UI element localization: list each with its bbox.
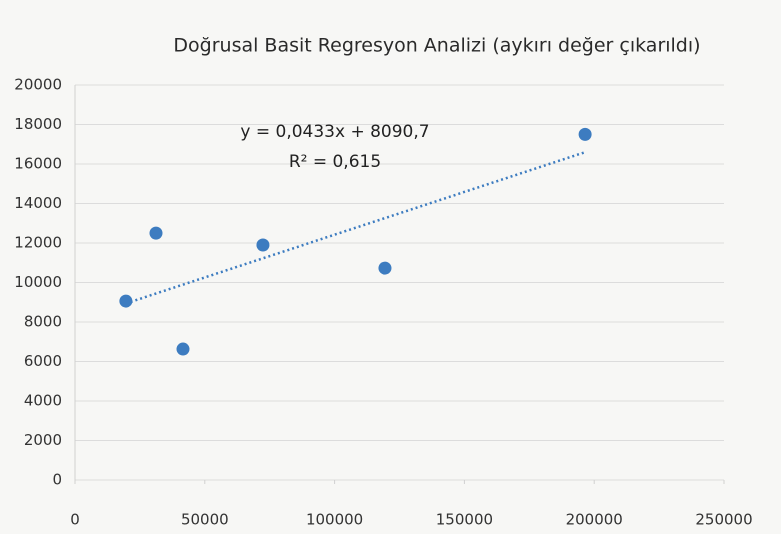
- y-tick-label: 0: [52, 471, 62, 489]
- x-tick-label: 150000: [436, 511, 493, 529]
- point: [119, 294, 133, 308]
- point: [578, 127, 592, 141]
- x-tick-label: 200000: [566, 511, 623, 529]
- y-tick-label: 6000: [24, 352, 62, 370]
- trendline-r2: R² = 0,615: [289, 152, 381, 172]
- y-tick-label: 4000: [24, 392, 62, 410]
- y-tick-label: 18000: [14, 115, 62, 133]
- y-tick-label: 8000: [24, 313, 62, 331]
- y-tick-label: 2000: [24, 431, 62, 449]
- y-tick-label: 16000: [14, 155, 62, 173]
- x-tick-label: 100000: [306, 511, 363, 529]
- y-tick-label: 10000: [14, 273, 62, 291]
- y-tick-label: 12000: [14, 234, 62, 252]
- point: [149, 226, 163, 240]
- y-tick-label: 20000: [14, 76, 62, 94]
- chart-title: Doğrusal Basit Regresyon Analizi (aykırı…: [173, 35, 700, 57]
- x-tick-label: 250000: [695, 511, 752, 529]
- point: [176, 342, 190, 356]
- x-tick-label: 50000: [181, 511, 229, 529]
- point: [256, 238, 270, 252]
- point: [378, 261, 392, 275]
- trendline-equation: y = 0,0433x + 8090,7: [240, 122, 429, 142]
- trendline: [125, 150, 586, 305]
- y-tick-label: 14000: [14, 194, 62, 212]
- x-tick-label: 0: [70, 511, 80, 529]
